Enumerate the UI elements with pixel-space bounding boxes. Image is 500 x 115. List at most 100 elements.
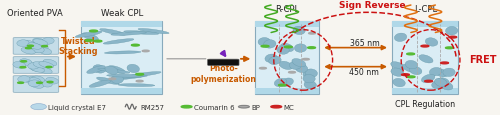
Ellipse shape: [98, 69, 130, 74]
Ellipse shape: [434, 79, 447, 87]
Circle shape: [36, 82, 43, 84]
Ellipse shape: [394, 34, 406, 42]
Ellipse shape: [269, 57, 281, 65]
Ellipse shape: [437, 78, 450, 86]
Text: FRET: FRET: [469, 55, 496, 65]
Ellipse shape: [28, 78, 41, 85]
Ellipse shape: [17, 40, 29, 47]
Circle shape: [47, 82, 53, 83]
Circle shape: [132, 45, 140, 47]
Circle shape: [271, 106, 281, 108]
Bar: [392, 22, 458, 28]
Ellipse shape: [118, 84, 155, 87]
Ellipse shape: [26, 80, 42, 86]
Ellipse shape: [93, 65, 106, 73]
Ellipse shape: [440, 82, 453, 90]
Text: Twisted
Stacking: Twisted Stacking: [58, 36, 98, 56]
Ellipse shape: [30, 66, 44, 73]
Ellipse shape: [111, 33, 146, 36]
Ellipse shape: [293, 27, 305, 35]
Circle shape: [26, 48, 32, 49]
Circle shape: [20, 61, 26, 62]
Ellipse shape: [39, 62, 54, 68]
Ellipse shape: [430, 68, 442, 76]
Circle shape: [308, 47, 316, 49]
Circle shape: [278, 84, 286, 86]
Text: RM257: RM257: [140, 104, 164, 110]
Ellipse shape: [40, 61, 52, 68]
Ellipse shape: [20, 59, 32, 66]
Text: Liquid crystal E7: Liquid crystal E7: [48, 104, 106, 110]
Ellipse shape: [281, 78, 293, 87]
Circle shape: [302, 59, 309, 60]
Bar: [255, 22, 319, 28]
Ellipse shape: [32, 76, 44, 83]
Bar: [82, 22, 162, 94]
Ellipse shape: [42, 38, 54, 45]
Ellipse shape: [28, 43, 42, 50]
Ellipse shape: [274, 79, 287, 87]
Circle shape: [181, 106, 192, 108]
Circle shape: [421, 46, 429, 47]
Circle shape: [42, 46, 48, 47]
Ellipse shape: [112, 75, 145, 80]
Ellipse shape: [40, 81, 52, 87]
Circle shape: [308, 33, 316, 35]
Circle shape: [406, 54, 414, 55]
FancyBboxPatch shape: [13, 57, 59, 74]
Bar: [82, 22, 162, 28]
Ellipse shape: [31, 79, 44, 85]
Ellipse shape: [43, 60, 57, 66]
Text: Coumarin 6: Coumarin 6: [194, 104, 234, 110]
Ellipse shape: [406, 61, 417, 69]
Bar: [255, 88, 319, 94]
Ellipse shape: [290, 61, 302, 70]
Ellipse shape: [96, 77, 119, 85]
Circle shape: [288, 72, 296, 73]
Ellipse shape: [443, 69, 455, 77]
Ellipse shape: [277, 46, 289, 55]
Ellipse shape: [46, 78, 59, 84]
Text: Sign Reverse: Sign Reverse: [340, 1, 406, 10]
Circle shape: [449, 37, 456, 39]
Ellipse shape: [28, 63, 40, 69]
Ellipse shape: [31, 104, 46, 110]
Circle shape: [136, 74, 143, 75]
Ellipse shape: [419, 55, 433, 63]
Ellipse shape: [138, 29, 169, 34]
Text: Weak CPL: Weak CPL: [100, 9, 143, 18]
Bar: [392, 22, 458, 94]
Ellipse shape: [432, 80, 444, 89]
FancyBboxPatch shape: [13, 76, 59, 93]
Ellipse shape: [393, 79, 406, 87]
Circle shape: [109, 78, 116, 80]
Ellipse shape: [89, 80, 111, 88]
Ellipse shape: [112, 75, 124, 84]
Text: Oriented PVA: Oriented PVA: [7, 9, 62, 18]
Ellipse shape: [32, 47, 44, 53]
Ellipse shape: [422, 75, 435, 83]
Circle shape: [402, 74, 409, 76]
Ellipse shape: [30, 65, 43, 72]
Ellipse shape: [303, 70, 315, 79]
Circle shape: [28, 46, 34, 47]
Ellipse shape: [304, 81, 316, 89]
Ellipse shape: [100, 29, 126, 36]
Bar: [255, 22, 319, 94]
Ellipse shape: [104, 51, 141, 55]
Ellipse shape: [303, 75, 315, 83]
Circle shape: [94, 41, 102, 43]
Circle shape: [136, 81, 143, 82]
Ellipse shape: [280, 44, 293, 52]
Ellipse shape: [106, 75, 144, 78]
Ellipse shape: [130, 72, 161, 77]
Text: 450 nm: 450 nm: [350, 68, 380, 77]
Ellipse shape: [264, 40, 276, 49]
Ellipse shape: [409, 67, 422, 75]
Ellipse shape: [22, 41, 34, 47]
Circle shape: [261, 46, 269, 48]
Ellipse shape: [402, 64, 416, 73]
Circle shape: [446, 47, 454, 49]
Ellipse shape: [294, 45, 306, 53]
Circle shape: [260, 68, 266, 69]
